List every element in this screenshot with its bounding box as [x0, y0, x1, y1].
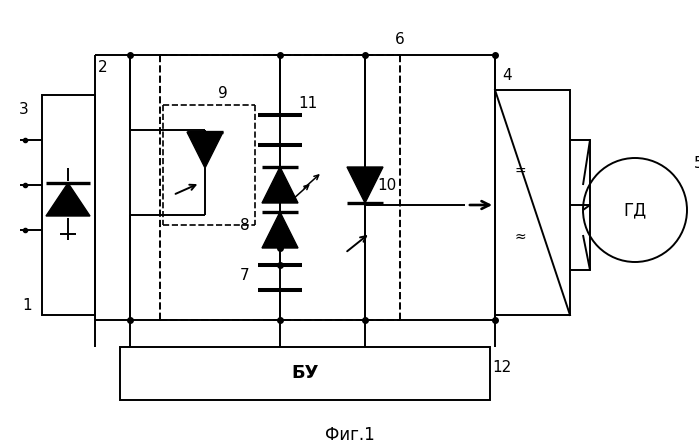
Text: 12: 12: [492, 359, 512, 375]
Text: ≈: ≈: [514, 230, 526, 244]
Polygon shape: [46, 183, 90, 216]
Text: 9: 9: [218, 86, 228, 100]
Polygon shape: [262, 167, 298, 203]
Bar: [42, 95, 95, 315]
Polygon shape: [262, 212, 298, 248]
Bar: [120, 347, 490, 400]
Text: 11: 11: [298, 95, 317, 111]
Text: =: =: [514, 165, 526, 179]
Text: 10: 10: [377, 178, 396, 193]
Polygon shape: [187, 132, 223, 168]
Text: ГД: ГД: [624, 201, 647, 219]
Text: 8: 8: [240, 218, 250, 232]
Bar: [495, 90, 570, 315]
Polygon shape: [347, 167, 383, 203]
Text: БУ: БУ: [291, 364, 319, 382]
Text: 7: 7: [240, 268, 250, 282]
Text: 4: 4: [502, 67, 512, 83]
Text: 6: 6: [395, 33, 405, 48]
Text: 3: 3: [19, 103, 29, 117]
Text: 1: 1: [22, 297, 32, 313]
Text: 2: 2: [98, 59, 108, 74]
Text: 5: 5: [694, 156, 699, 170]
Text: Фиг.1: Фиг.1: [325, 426, 375, 444]
